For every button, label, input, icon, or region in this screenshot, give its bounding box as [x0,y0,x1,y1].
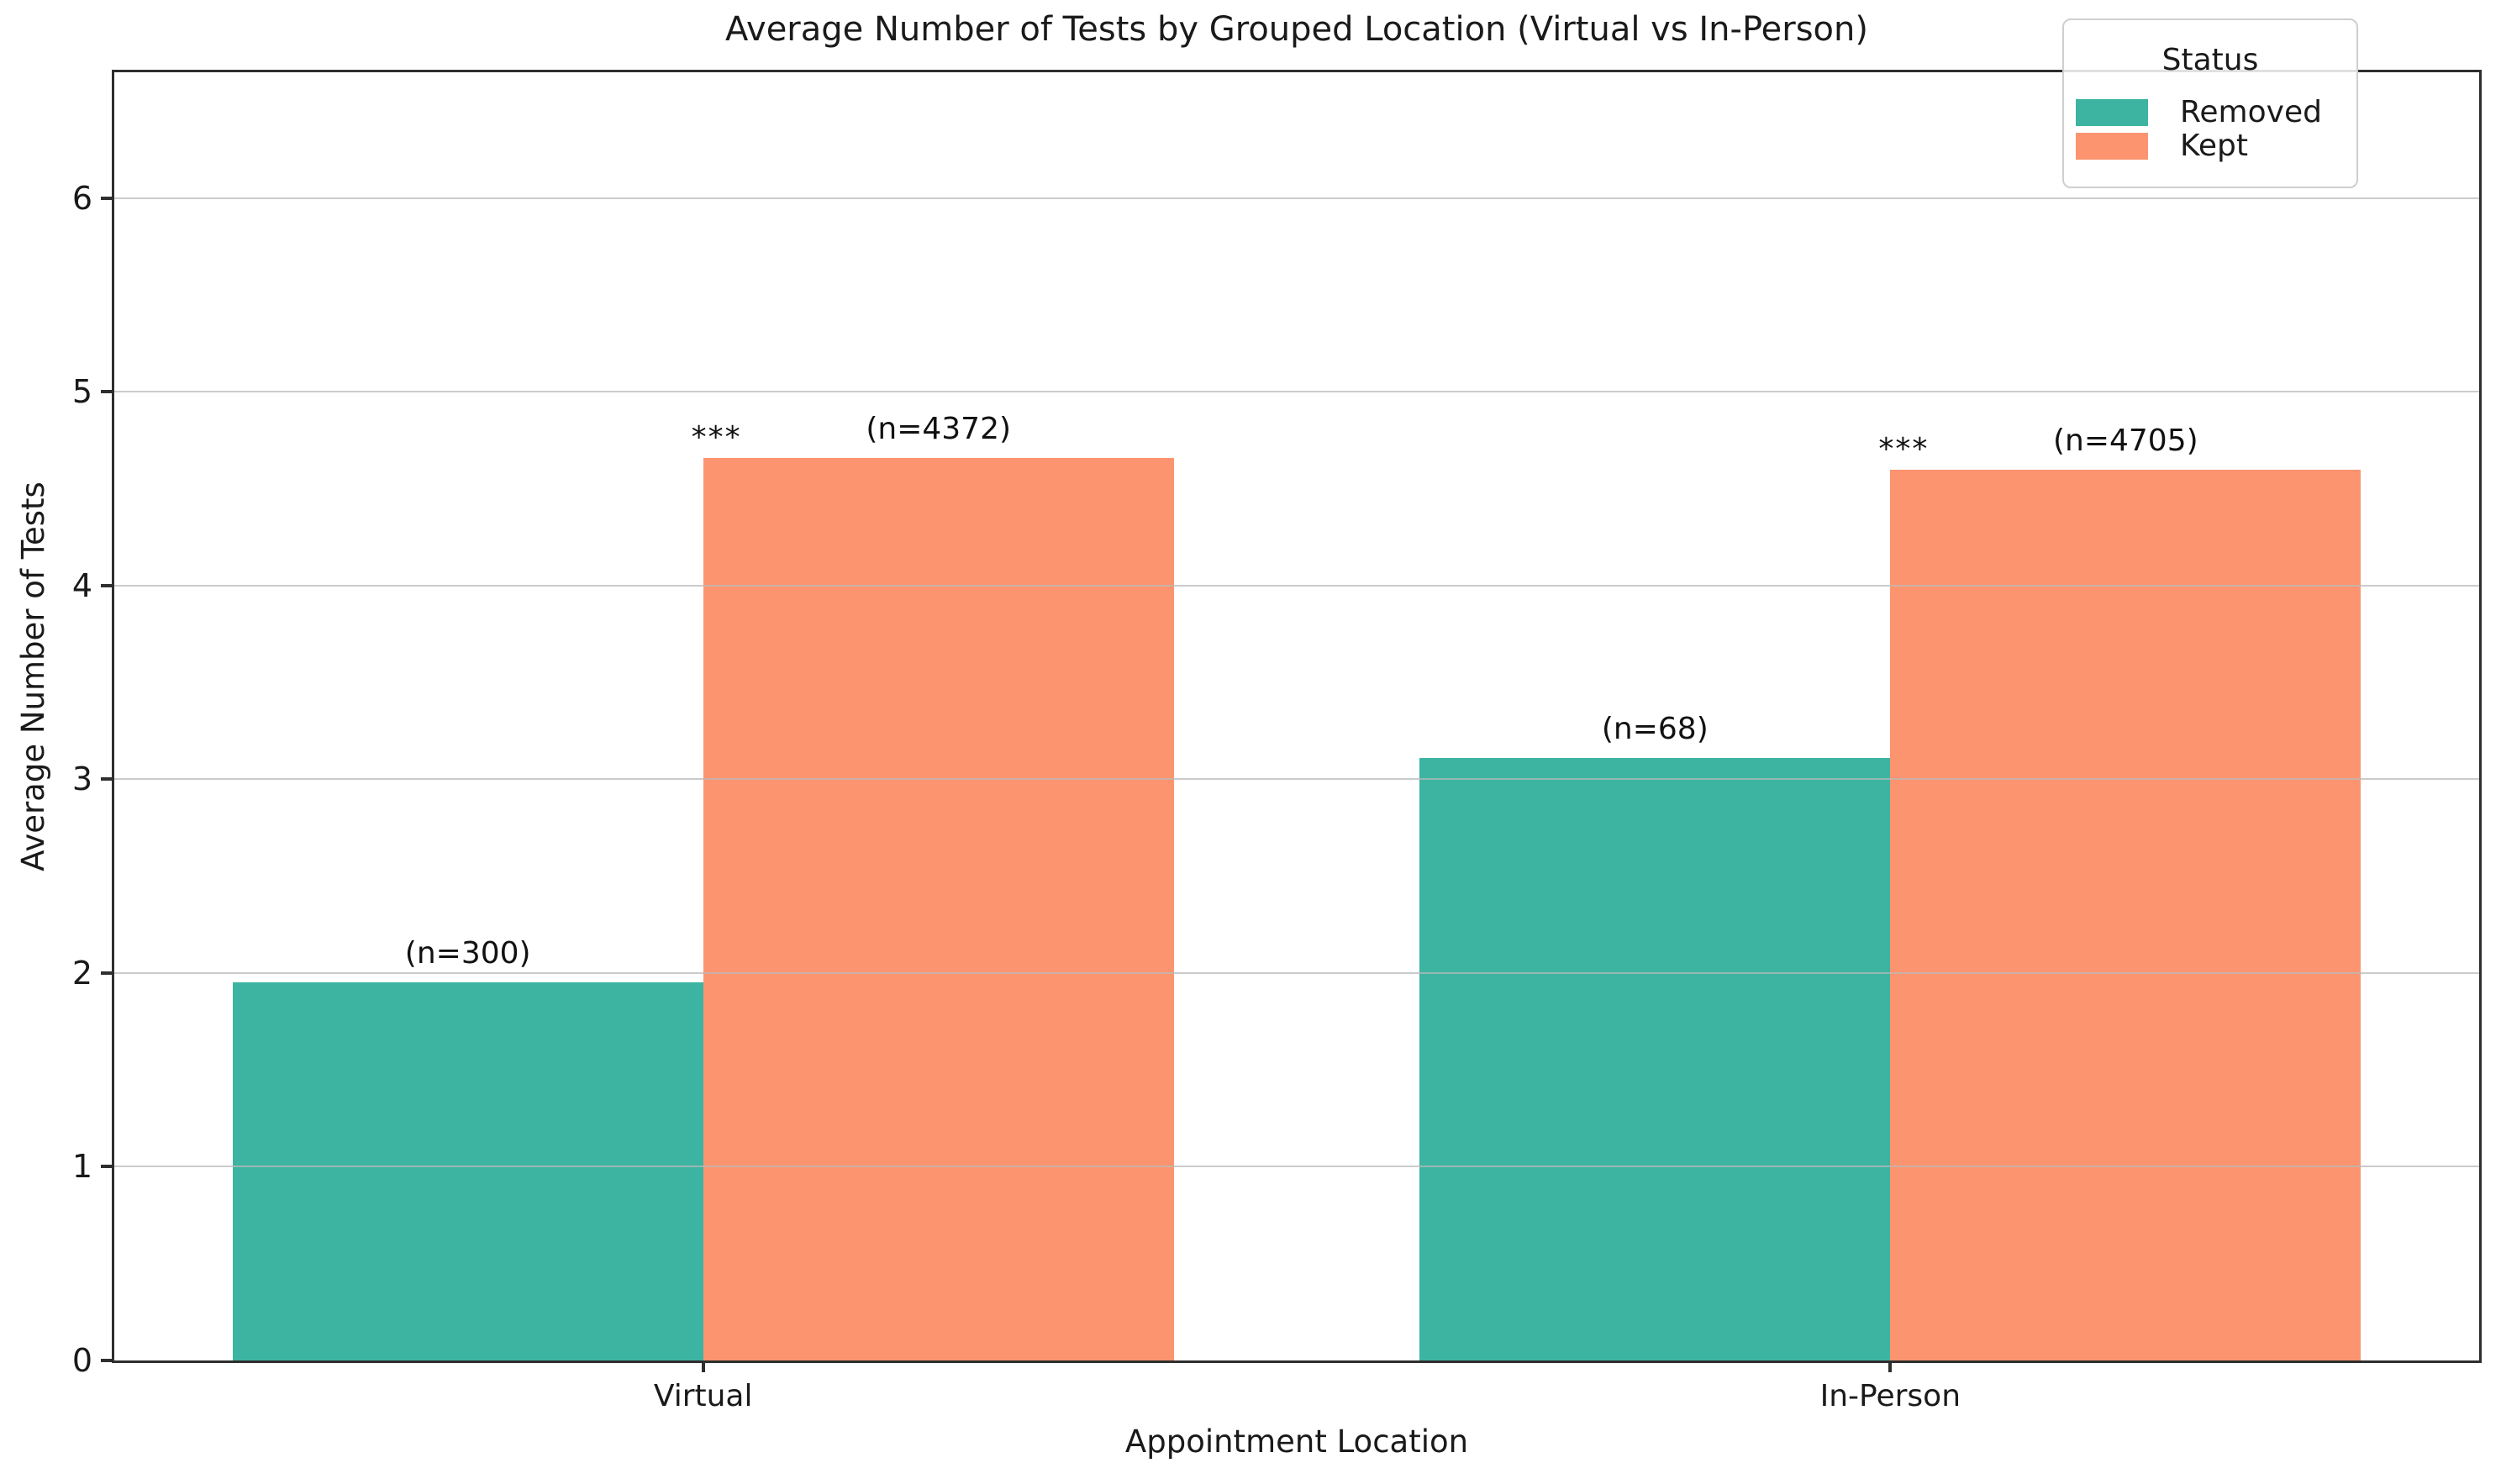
legend-title: Status [2161,43,2259,78]
y-tick-mark [101,1165,114,1169]
bar-in-person-kept [1890,469,2361,1360]
significance-stars-in-person: *** [1878,431,1930,466]
count-label-in-person-removed: (n=68) [1601,712,1709,747]
chart-title: Average Number of Tests by Grouped Locat… [725,10,1868,49]
gridline [114,1166,2479,1168]
legend-swatch-kept [2076,132,2148,160]
significance-stars-virtual: *** [691,419,742,455]
legend-label-kept: Kept [2180,129,2248,163]
y-tick-mark [101,777,114,781]
legend-row: Kept [2064,129,2356,163]
y-tick-mark [101,196,114,200]
legend: Status Removed Kept [2062,18,2358,188]
x-axis-label: Appointment Location [1124,1423,1469,1460]
y-tick-label: 0 [71,1342,92,1379]
y-tick-label: 4 [71,566,92,604]
y-tick-label: 5 [71,373,92,411]
y-tick-label: 2 [71,954,92,992]
bar-virtual-kept [703,457,1174,1360]
y-tick-mark [101,1359,114,1362]
legend-row: Removed [2064,96,2356,129]
bar-virtual-removed [232,982,703,1360]
y-tick-mark [101,390,114,394]
gridline [114,584,2479,587]
x-tick-mark [701,1360,705,1372]
x-tick-label-virtual: Virtual [653,1379,753,1413]
x-tick-label-in-person: In-Person [1819,1379,1961,1413]
gridline [114,778,2479,781]
gridline [114,391,2479,393]
gridline [114,197,2479,199]
count-label-virtual-removed: (n=300) [404,936,531,971]
legend-label-removed: Removed [2180,95,2322,130]
bar-in-person-removed [1419,758,1891,1360]
y-tick-label: 6 [71,179,92,217]
legend-rows: Removed Kept [2064,96,2356,162]
count-label-virtual-kept: (n=4372) [866,411,1012,446]
plot-area: 0 1 2 3 4 5 6 Virtual (n=300) (n=4372) *** In-Perso… [72,70,2482,1413]
y-tick-label: 1 [71,1148,92,1186]
x-tick-mark [1888,1360,1893,1372]
count-label-in-person-kept: (n=4705) [2052,423,2198,458]
legend-swatch-removed [2076,99,2148,127]
y-tick-label: 3 [71,760,92,798]
y-tick-mark [101,971,114,975]
y-tick-mark [101,583,114,587]
y-axis-label: Average Number of Tests [15,482,51,871]
gridline [114,971,2479,974]
